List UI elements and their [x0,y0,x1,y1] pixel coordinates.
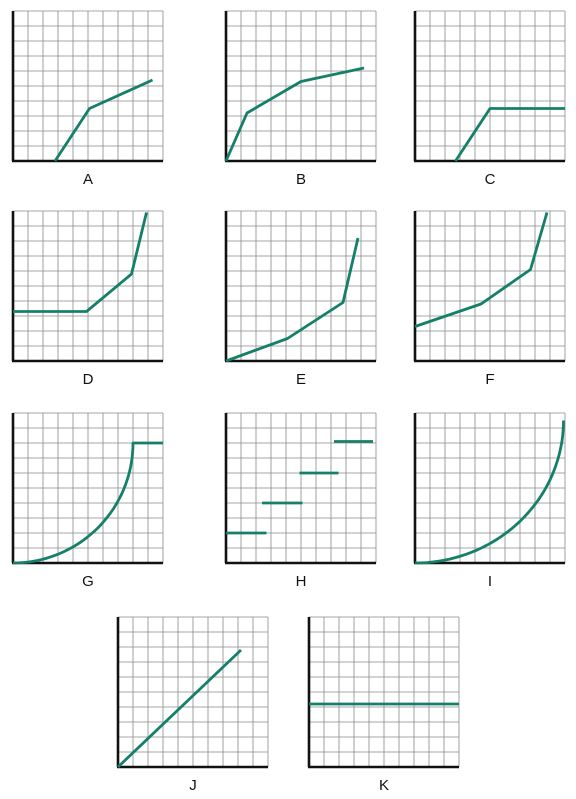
chart-i: I [410,408,570,590]
chart-g-plot [11,412,164,565]
chart-h-label: H [295,573,307,590]
chart-a-plot [11,10,164,163]
chart-h: H [221,408,381,590]
chart-e-grid [226,210,377,361]
chart-f-plot [413,210,566,363]
chart-h-grid [226,412,377,563]
chart-b-grid [226,10,377,161]
chart-k-grid [309,616,460,767]
chart-e: E [221,206,381,388]
chart-k-plot [307,616,460,769]
chart-j-grid [118,616,269,767]
chart-f-grid [415,210,566,361]
chart-f-series-line-0 [414,212,549,328]
chart-a-series-line-0 [53,78,154,162]
chart-b-label: B [295,171,306,188]
chart-e-label: E [295,371,306,388]
chart-i-series-curve [414,420,565,565]
chart-g-label: G [82,573,94,590]
chart-j-label: J [189,777,197,794]
chart-a: A [8,6,168,188]
chart-b: B [221,6,381,188]
chart-g: G [8,408,168,590]
chart-f-label: F [485,371,495,388]
chart-k: K [304,612,464,794]
chart-i-label: I [487,573,493,590]
chart-e-plot [224,210,377,363]
chart-g-grid [13,412,164,563]
chart-c-label: C [484,171,496,188]
chart-c: C [410,6,570,188]
chart-c-plot [413,10,566,163]
chart-d: D [8,206,168,388]
chart-d-plot [11,210,164,363]
chart-d-series-line-0 [13,212,148,313]
chart-b-series-line-0 [224,66,365,162]
chart-c-series-line-0 [454,107,565,162]
chart-j-series-line-0 [117,648,242,769]
chart-g-series-curve [12,441,163,565]
chart-i-plot [413,412,566,565]
chart-d-grid [13,210,164,361]
chart-f: F [410,206,570,388]
chart-c-grid [415,10,566,161]
chart-a-label: A [82,171,93,188]
chart-a-grid [13,10,164,161]
chart-j-plot [116,616,269,769]
chart-h-plot [224,412,377,565]
chart-d-label: D [82,371,94,388]
chart-j: J [113,612,273,794]
chart-b-plot [224,10,377,163]
chart-i-grid [415,412,566,563]
chart-k-label: K [378,777,389,794]
chart-e-series-line-0 [225,237,360,363]
